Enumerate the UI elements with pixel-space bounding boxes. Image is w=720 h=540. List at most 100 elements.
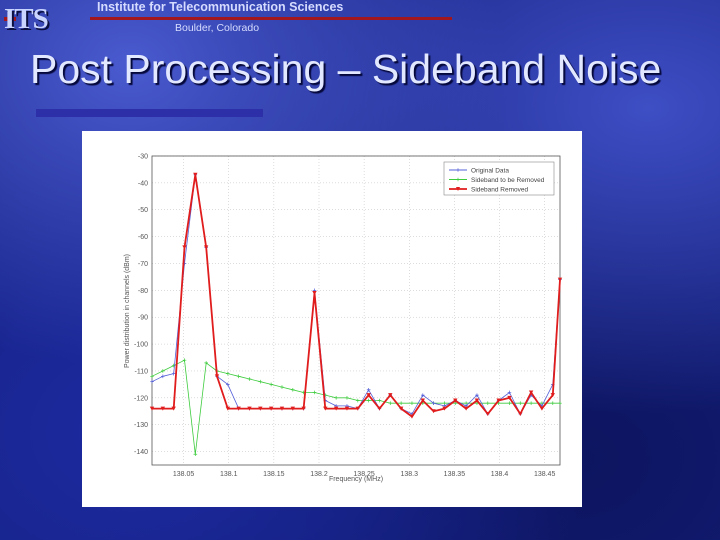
- header-bar: [90, 17, 452, 20]
- legend-marker: [456, 187, 460, 191]
- data-point: [463, 406, 469, 411]
- data-point: [431, 401, 436, 405]
- data-point: [366, 393, 371, 398]
- data-point: [269, 382, 273, 387]
- x-tick-label: 138.25: [353, 471, 375, 478]
- data-point: [420, 393, 425, 397]
- data-point: [474, 398, 480, 403]
- data-point: [496, 398, 501, 403]
- data-point: [399, 401, 403, 405]
- data-point: [171, 371, 176, 376]
- data-point: [182, 358, 187, 363]
- data-point: [453, 398, 458, 403]
- data-point: [226, 371, 230, 376]
- legend-marker: [456, 177, 460, 182]
- data-point: [149, 406, 155, 411]
- data-point: [236, 406, 241, 411]
- data-point: [518, 401, 523, 405]
- y-tick-label: -120: [134, 395, 148, 402]
- data-point: [291, 387, 295, 392]
- data-point: [557, 277, 563, 282]
- x-tick-label: 138.45: [534, 471, 556, 478]
- data-point: [312, 390, 317, 395]
- data-point: [193, 452, 198, 457]
- data-point: [268, 406, 274, 411]
- x-tick-label: 138.2: [310, 471, 328, 478]
- data-point: [290, 406, 296, 411]
- data-point: [558, 401, 562, 405]
- x-axis-label: Frequency (MHz): [329, 476, 383, 483]
- data-point: [258, 379, 263, 384]
- data-point: [528, 390, 534, 395]
- data-point: [226, 382, 230, 387]
- data-point: [366, 398, 371, 403]
- data-point: [550, 401, 555, 405]
- data-point: [160, 406, 166, 411]
- data-point: [247, 377, 252, 381]
- x-tick-label: 138.05: [173, 471, 195, 478]
- data-point: [203, 245, 209, 250]
- data-point: [356, 398, 360, 403]
- y-tick-label: -130: [134, 422, 148, 429]
- data-point: [161, 369, 165, 373]
- data-point: [171, 406, 176, 411]
- data-point: [312, 291, 317, 296]
- tick-labels: 138.05 138.1 138.15 138.2 138.25 138.3 138.35 1…: [134, 154, 555, 479]
- legend: Original Data Sideband to be Removed Sideb…: [443, 161, 555, 196]
- data-point: [161, 374, 165, 379]
- data-point: [366, 387, 371, 392]
- data-point: [431, 409, 436, 414]
- logo-bar-accent: [4, 17, 16, 21]
- data-point: [518, 411, 523, 416]
- y-tick-label: -70: [138, 261, 148, 268]
- its-logo: ITS: [4, 3, 49, 35]
- y-tick-label: -60: [138, 234, 148, 241]
- data-point: [301, 406, 306, 411]
- data-point: [334, 396, 338, 400]
- data-point: [529, 401, 533, 405]
- data-point: [345, 396, 349, 400]
- data-point: [225, 406, 231, 411]
- title-underline: [36, 109, 263, 117]
- data-point: [539, 406, 545, 411]
- data-point: [236, 374, 241, 379]
- series-lines: [149, 172, 563, 457]
- y-tick-label: -40: [138, 180, 148, 187]
- x-tick-label: 138.15: [263, 471, 285, 478]
- y-tick-label: -110: [135, 368, 149, 375]
- data-point: [150, 379, 154, 384]
- chart-figure: 138.05 138.1 138.15 138.2 138.25 138.3 138.35 1…: [82, 131, 582, 507]
- data-point: [507, 390, 512, 395]
- data-point: [442, 406, 447, 411]
- data-point: [204, 361, 208, 365]
- data-point: [150, 374, 154, 379]
- legend-marker: [456, 168, 460, 172]
- data-point: [420, 398, 425, 403]
- y-tick-label: -80: [138, 288, 148, 295]
- plot-frame: [151, 155, 561, 466]
- y-tick-label: -50: [138, 207, 148, 214]
- data-point: [182, 245, 187, 250]
- legend-label: Sideband to be Removed: [471, 177, 545, 184]
- y-tick-label: -30: [138, 154, 148, 161]
- data-point: [193, 172, 198, 177]
- x-tick-label: 138.1: [220, 471, 238, 478]
- data-point: [388, 401, 393, 405]
- y-tick-label: -140: [134, 449, 148, 456]
- data-point: [333, 406, 339, 411]
- legend-label: Sideband Removed: [471, 186, 528, 193]
- org-location: Boulder, Colorado: [175, 22, 260, 34]
- data-point: [388, 393, 393, 398]
- data-point: [410, 401, 414, 405]
- data-point: [344, 406, 350, 411]
- data-point: [550, 393, 555, 398]
- legend-label: Original Data: [471, 167, 509, 174]
- org-name: Institute for Telecommunication Sciences: [97, 0, 344, 14]
- x-tick-label: 138.35: [444, 471, 466, 478]
- data-point: [507, 395, 512, 400]
- data-point: [485, 411, 490, 416]
- slide-title: Post Processing – Sideband Noise: [30, 46, 662, 92]
- data-point: [247, 406, 252, 411]
- x-tick-label: 138.4: [491, 471, 509, 478]
- data-point: [377, 398, 382, 403]
